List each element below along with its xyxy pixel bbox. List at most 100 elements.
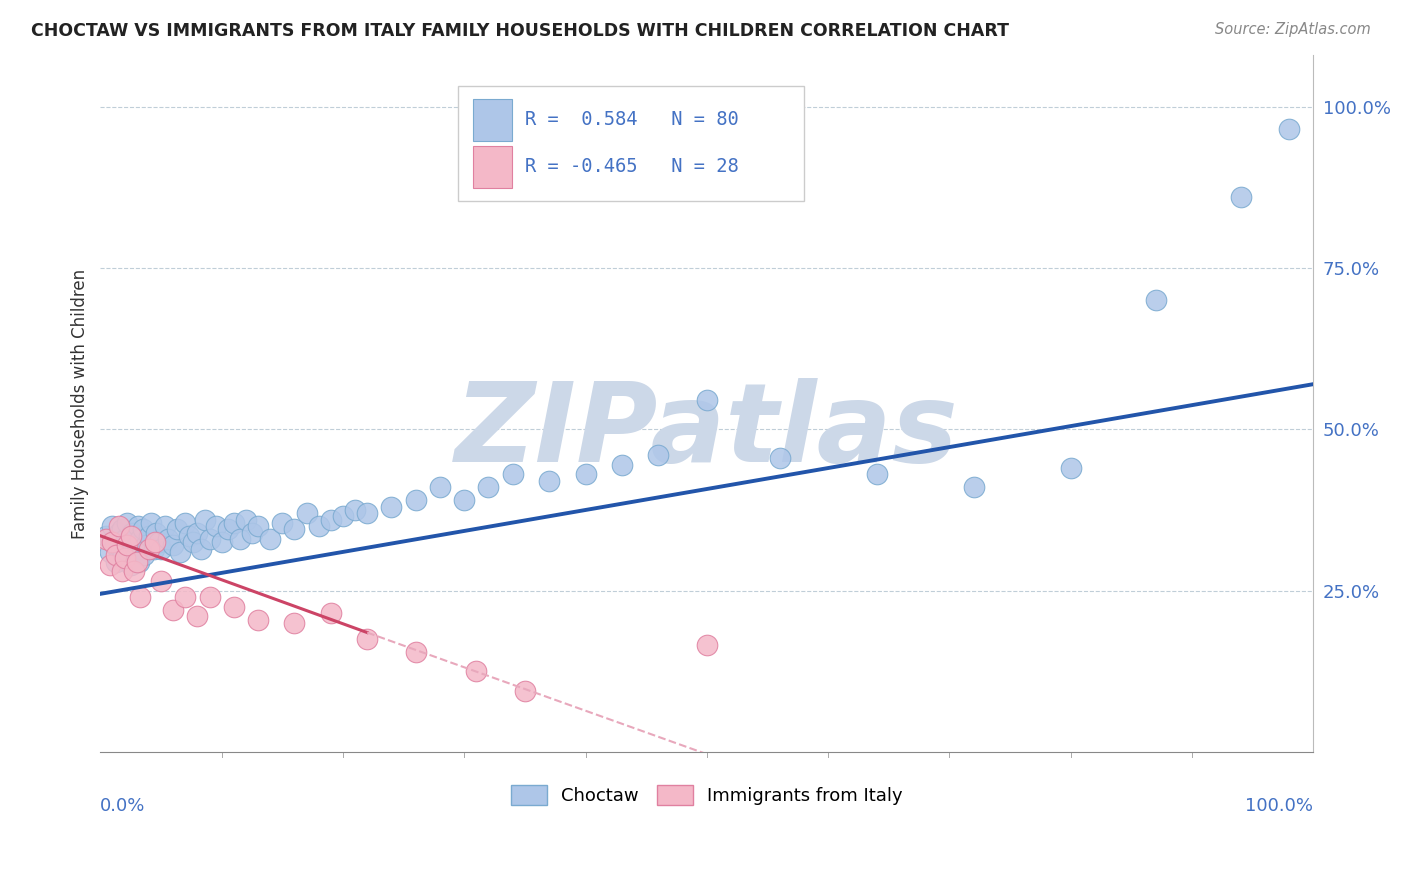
Point bbox=[174, 590, 197, 604]
Point bbox=[186, 525, 208, 540]
Point bbox=[131, 541, 153, 556]
Text: 100.0%: 100.0% bbox=[1246, 797, 1313, 815]
Point bbox=[115, 539, 138, 553]
Point bbox=[104, 539, 127, 553]
Point bbox=[247, 613, 270, 627]
Point bbox=[453, 493, 475, 508]
Point bbox=[1229, 190, 1251, 204]
Point bbox=[108, 535, 131, 549]
Point bbox=[98, 558, 121, 572]
Point bbox=[1278, 122, 1301, 136]
Point bbox=[142, 541, 165, 556]
Point bbox=[135, 539, 157, 553]
Point bbox=[112, 548, 135, 562]
Point bbox=[111, 564, 134, 578]
Point bbox=[125, 539, 148, 553]
Point bbox=[101, 535, 124, 549]
Text: 0.0%: 0.0% bbox=[100, 797, 146, 815]
Point bbox=[1144, 293, 1167, 308]
Point bbox=[332, 509, 354, 524]
Point bbox=[120, 558, 142, 572]
Point bbox=[247, 519, 270, 533]
Point bbox=[96, 529, 118, 543]
Point bbox=[166, 522, 188, 536]
Point bbox=[465, 665, 488, 679]
Point bbox=[217, 522, 239, 536]
Point bbox=[174, 516, 197, 530]
Point bbox=[162, 539, 184, 553]
Point bbox=[124, 529, 146, 543]
Point bbox=[138, 529, 160, 543]
Point bbox=[107, 519, 129, 533]
Point bbox=[295, 506, 318, 520]
Point bbox=[865, 467, 887, 482]
Point bbox=[610, 458, 633, 472]
Text: ZIPatlas: ZIPatlas bbox=[456, 378, 959, 485]
Point bbox=[283, 615, 305, 630]
Point bbox=[120, 529, 142, 543]
Point bbox=[538, 474, 561, 488]
Point bbox=[240, 525, 263, 540]
Point bbox=[405, 493, 427, 508]
Point bbox=[259, 532, 281, 546]
Point bbox=[114, 532, 136, 546]
Point bbox=[235, 513, 257, 527]
Point bbox=[125, 555, 148, 569]
Point bbox=[319, 513, 342, 527]
Point bbox=[132, 548, 155, 562]
Point bbox=[143, 535, 166, 549]
Point bbox=[429, 480, 451, 494]
Point bbox=[105, 548, 128, 562]
Point bbox=[222, 599, 245, 614]
Point bbox=[121, 525, 143, 540]
Point bbox=[118, 535, 141, 549]
Point bbox=[101, 519, 124, 533]
Point bbox=[128, 555, 150, 569]
Point bbox=[283, 522, 305, 536]
Point bbox=[308, 519, 330, 533]
FancyBboxPatch shape bbox=[458, 87, 804, 202]
Point bbox=[513, 683, 536, 698]
Point bbox=[129, 590, 152, 604]
Point bbox=[145, 525, 167, 540]
Point bbox=[117, 545, 139, 559]
Point bbox=[169, 545, 191, 559]
Point bbox=[105, 555, 128, 569]
Point bbox=[122, 541, 145, 556]
Point bbox=[190, 541, 212, 556]
Point bbox=[98, 545, 121, 559]
Point bbox=[1060, 461, 1083, 475]
Point bbox=[344, 503, 367, 517]
Point bbox=[96, 532, 118, 546]
Point bbox=[132, 522, 155, 536]
Point bbox=[198, 532, 221, 546]
Text: R = -0.465   N = 28: R = -0.465 N = 28 bbox=[524, 157, 738, 176]
Y-axis label: Family Households with Children: Family Households with Children bbox=[72, 268, 89, 539]
Point bbox=[696, 639, 718, 653]
Point bbox=[141, 516, 163, 530]
Text: R =  0.584   N = 80: R = 0.584 N = 80 bbox=[524, 111, 738, 129]
Point bbox=[138, 541, 160, 556]
Point bbox=[477, 480, 499, 494]
Point bbox=[356, 506, 378, 520]
Point bbox=[574, 467, 596, 482]
Bar bbox=[472, 145, 512, 187]
Text: CHOCTAW VS IMMIGRANTS FROM ITALY FAMILY HOUSEHOLDS WITH CHILDREN CORRELATION CHA: CHOCTAW VS IMMIGRANTS FROM ITALY FAMILY … bbox=[31, 22, 1010, 40]
Point bbox=[162, 603, 184, 617]
Point bbox=[129, 532, 152, 546]
Point bbox=[356, 632, 378, 646]
Point bbox=[647, 448, 669, 462]
Point bbox=[271, 516, 294, 530]
Point bbox=[963, 480, 986, 494]
Point bbox=[380, 500, 402, 514]
Point bbox=[204, 519, 226, 533]
Point bbox=[181, 535, 204, 549]
Point bbox=[107, 525, 129, 540]
Point bbox=[211, 535, 233, 549]
Point bbox=[186, 609, 208, 624]
Legend: Choctaw, Immigrants from Italy: Choctaw, Immigrants from Italy bbox=[503, 778, 910, 813]
Point bbox=[110, 541, 132, 556]
Text: Source: ZipAtlas.com: Source: ZipAtlas.com bbox=[1215, 22, 1371, 37]
Point bbox=[222, 516, 245, 530]
Point bbox=[229, 532, 252, 546]
